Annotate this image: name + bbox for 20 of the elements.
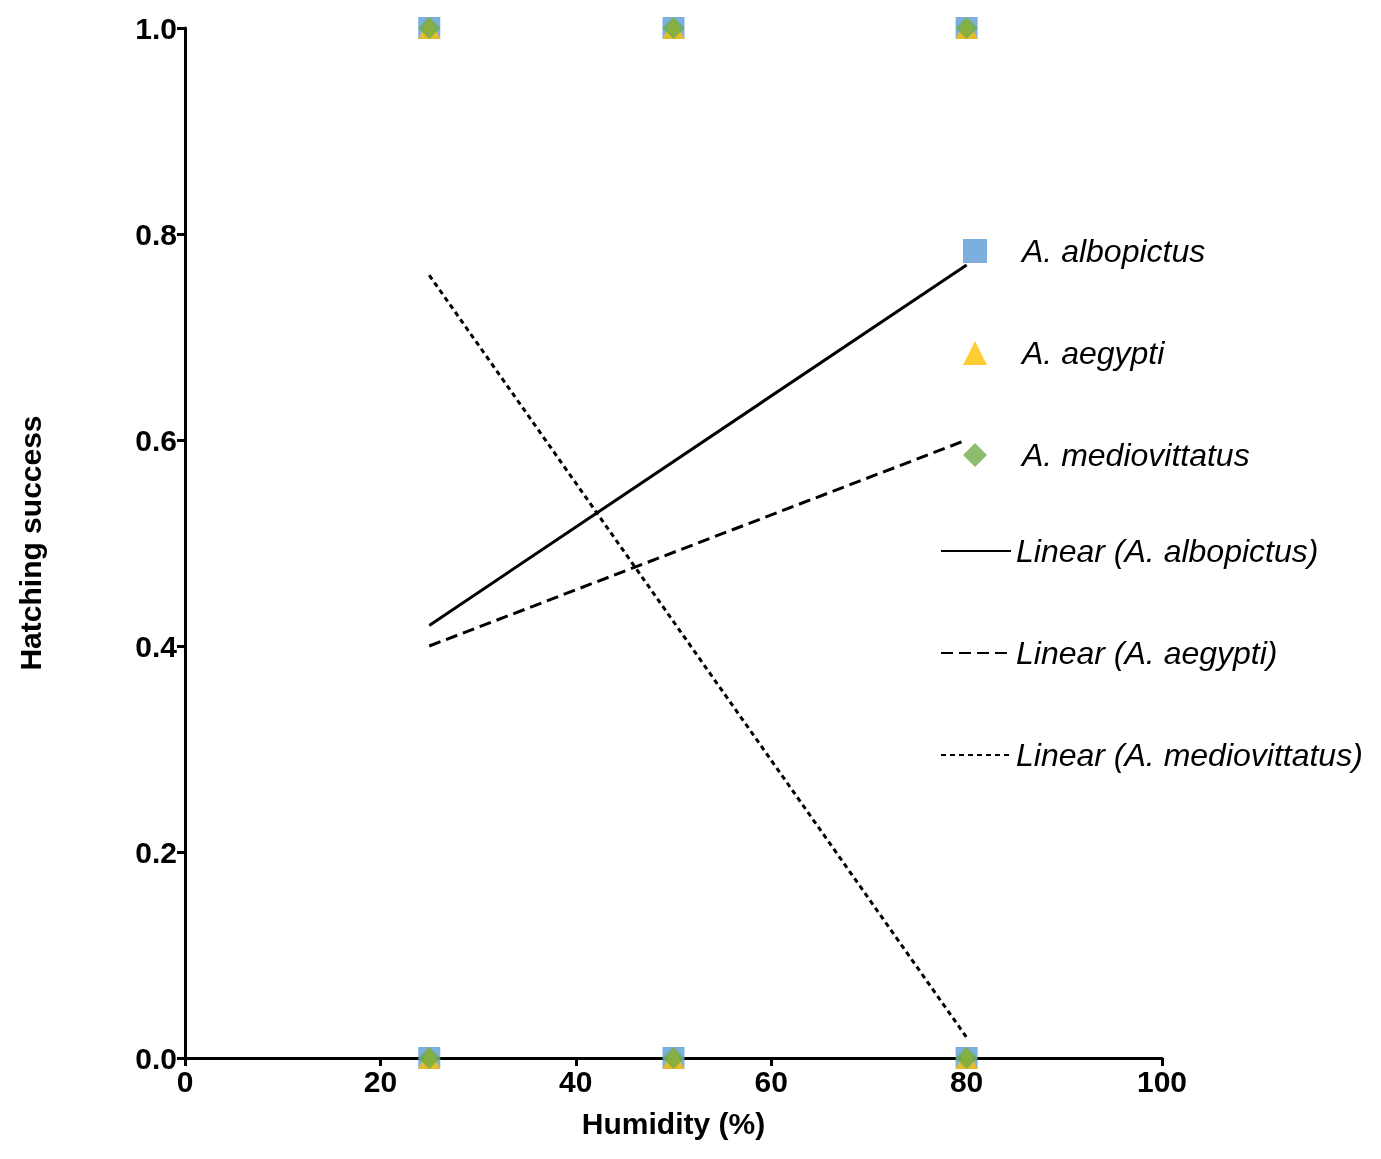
x-tick-label: 60 bbox=[754, 1064, 788, 1098]
x-tick-label: 80 bbox=[949, 1064, 984, 1098]
legend-label: A. albopictus bbox=[1020, 233, 1206, 269]
y-tick-label: 0.4 bbox=[135, 629, 178, 663]
legend-label: Linear (A. mediovittatus) bbox=[1016, 737, 1363, 773]
legend-label: A. aegypti bbox=[1020, 335, 1166, 371]
x-axis-title: Humidity (%) bbox=[581, 1106, 766, 1140]
x-tick-label: 40 bbox=[559, 1064, 593, 1098]
y-tick-label: 0.6 bbox=[135, 423, 177, 457]
y-tick-label: 1.0 bbox=[135, 11, 177, 45]
x-tick-label: 20 bbox=[363, 1064, 398, 1098]
y-tick-label: 0.2 bbox=[135, 835, 177, 869]
legend-label: Linear (A. albopictus) bbox=[1016, 533, 1319, 569]
legend-label: Linear (A. aegypti) bbox=[1016, 635, 1278, 671]
y-tick-label: 0.8 bbox=[135, 217, 177, 251]
y-axis-title: Hatching success bbox=[13, 415, 47, 671]
legend-label: A. mediovittatus bbox=[1020, 437, 1250, 473]
x-tick-label: 100 bbox=[1136, 1064, 1188, 1098]
x-tick-label: 0 bbox=[176, 1064, 194, 1098]
y-tick-label: 0.0 bbox=[135, 1041, 177, 1075]
